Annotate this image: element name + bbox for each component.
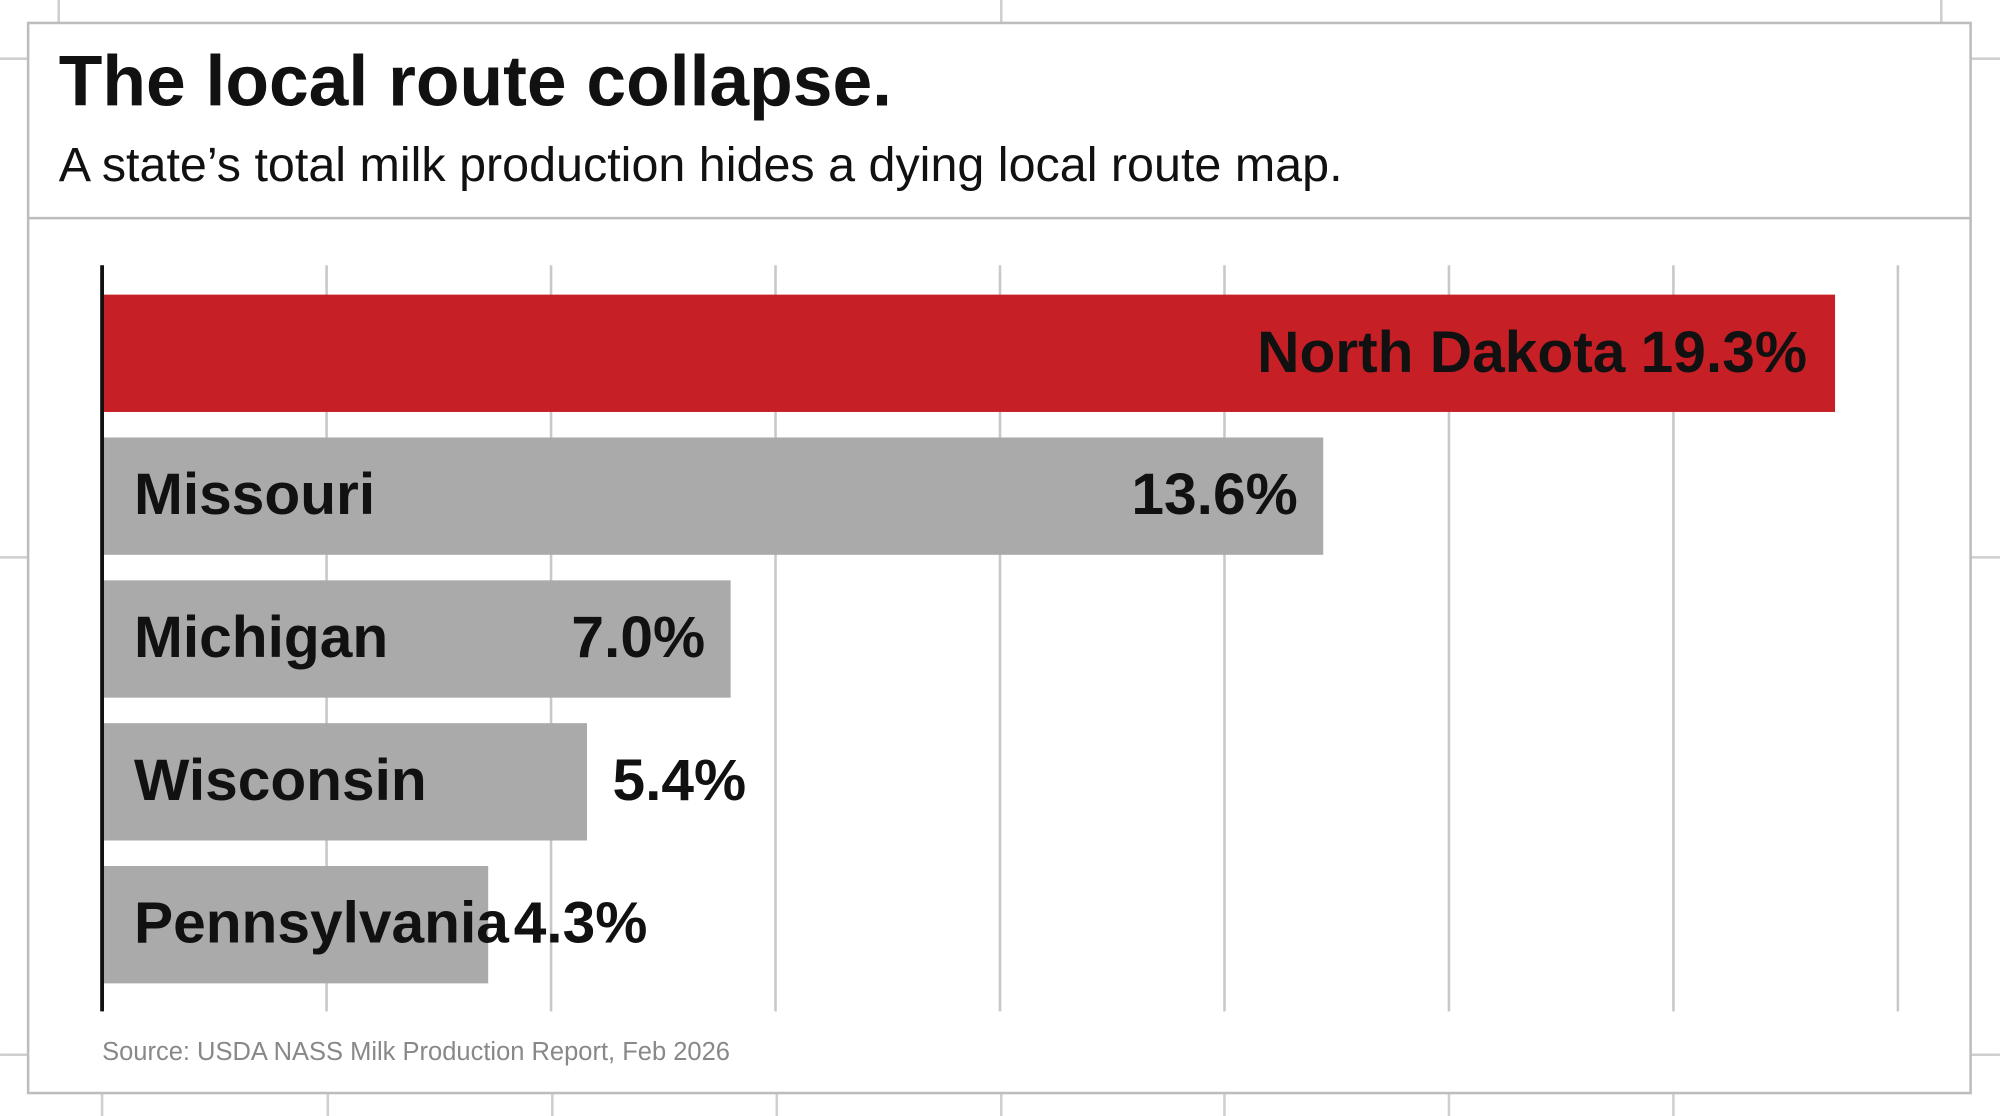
bar bbox=[102, 294, 1836, 412]
bar bbox=[102, 723, 587, 841]
category-label: Wisconsin bbox=[134, 748, 427, 813]
value-label: 19.3% bbox=[1641, 319, 1807, 384]
source-note: Source: USDA NASS Milk Production Report… bbox=[102, 1038, 730, 1066]
bar bbox=[102, 866, 489, 984]
category-label: Pennsylvania bbox=[134, 891, 509, 956]
category-label: North Dakota bbox=[1257, 319, 1626, 384]
value-label: 13.6% bbox=[1131, 462, 1297, 527]
plot: North Dakota 19.3% Missouri 13.6% Michigan 7.… bbox=[100, 265, 1900, 1012]
bar bbox=[102, 437, 1324, 555]
value-label: 5.4% bbox=[612, 748, 746, 813]
bar-label: North Dakota 19.3% bbox=[1257, 319, 1807, 384]
category-label: Michigan bbox=[134, 605, 388, 670]
bar bbox=[102, 580, 731, 698]
value-label: 4.3% bbox=[514, 891, 648, 956]
chart-title: The local route collapse. bbox=[59, 42, 892, 122]
chart-subtitle: A state’s total milk production hides a … bbox=[59, 138, 1343, 192]
value-label: 7.0% bbox=[571, 605, 705, 670]
category-label: Missouri bbox=[134, 462, 375, 527]
